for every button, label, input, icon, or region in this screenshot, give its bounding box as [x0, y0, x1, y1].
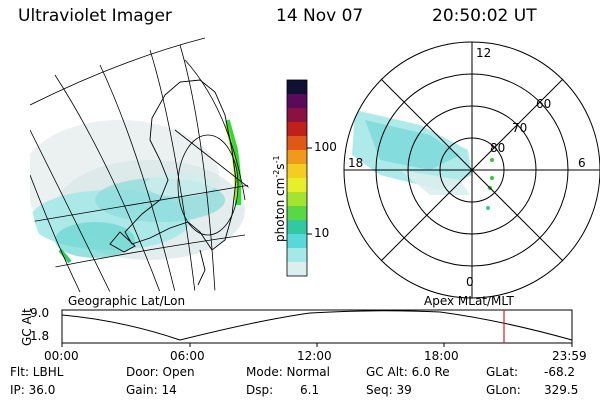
geo-map-label: Geographic Lat/Lon [68, 294, 186, 308]
date-label: 14 Nov 07 [276, 6, 364, 26]
alt-ytick-max: 9.0 [30, 306, 50, 320]
colorbar-segment [287, 178, 307, 193]
seq-info: Seq: 39 [366, 383, 412, 397]
colorbar-tick-100: 100 [314, 140, 337, 154]
filter-info: Flt: LBHL [10, 365, 64, 379]
colorbar-segment [287, 122, 307, 137]
colorbar-segment [287, 108, 307, 123]
dsp-label: Dsp: [246, 383, 274, 397]
mlt-label-6: 6 [578, 156, 586, 170]
alt-xtick-0600: 06:00 [170, 349, 205, 363]
polar-plot-label: Apex MLat/MLT [424, 294, 514, 308]
colorbar-tick-10: 10 [314, 226, 330, 240]
glat-label: GLat: [486, 365, 519, 379]
colorbar-segment [287, 220, 307, 235]
mlt-label-0: 0 [466, 275, 474, 289]
mlt-label-12: 12 [476, 46, 492, 60]
mode-info: Mode: Normal [246, 365, 330, 379]
colorbar-segment [287, 150, 307, 165]
colorbar-segment [287, 94, 307, 109]
mlt-label-18: 18 [348, 156, 364, 170]
alt-xtick-0000: 00:00 [44, 349, 79, 363]
glon-value: 329.5 [544, 383, 579, 397]
polar-plot [343, 41, 600, 299]
ip-info: IP: 36.0 [10, 383, 56, 397]
geographic-map [30, 37, 252, 292]
gc-alt-info: GC Alt: 6.0 Re [366, 365, 450, 379]
colorbar-unit-label: photon cm-2s-1 [272, 155, 287, 242]
colorbar-segment [287, 234, 307, 249]
alt-xtick-1200: 12:00 [297, 349, 332, 363]
colorbar-segment [287, 192, 307, 207]
colorbar-segment [287, 80, 307, 95]
gain-info: Gain: 14 [126, 383, 177, 397]
colorbar-segment [287, 164, 307, 179]
alt-ytick-min: 1.8 [30, 329, 50, 343]
door-info: Door: Open [126, 365, 195, 379]
colorbar-segment [287, 262, 307, 277]
glat-value: -68.2 [544, 365, 576, 379]
glon-label: GLon: [486, 383, 521, 397]
time-label: 20:50:02 UT [432, 6, 537, 26]
alt-xtick-1800: 18:00 [424, 349, 459, 363]
app-title: Ultraviolet Imager [18, 6, 172, 26]
altitude-plot [61, 309, 573, 347]
mlat-label-60: 60 [536, 97, 552, 111]
mlat-label-80: 80 [490, 141, 506, 155]
mlat-label-70: 70 [512, 121, 528, 135]
colorbar-segment [287, 248, 307, 263]
colorbar-segment [287, 136, 307, 151]
colorbar-segment [287, 206, 307, 221]
alt-xtick-2359: 23:59 [552, 349, 587, 363]
color-scale-bar [287, 80, 307, 277]
dsp-value: 6.1 [300, 383, 320, 397]
